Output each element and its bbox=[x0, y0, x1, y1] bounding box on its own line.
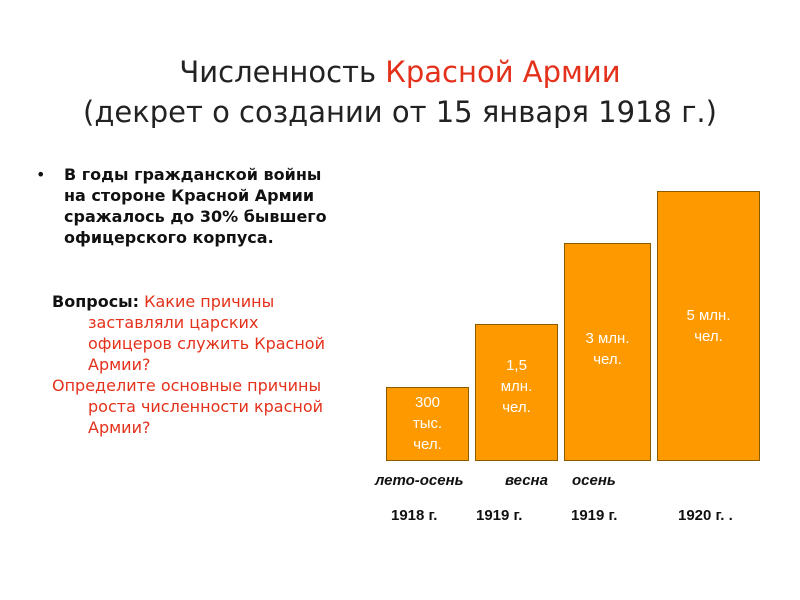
title-line-1: Численность Красной Армии bbox=[20, 52, 780, 92]
title-accent: Красной Армии bbox=[385, 55, 621, 89]
bar-label: млн. bbox=[500, 378, 533, 395]
year-label: 1919 г. bbox=[571, 507, 618, 524]
question-1-line: заставляли царских bbox=[88, 313, 259, 332]
bar-label: тыс. bbox=[412, 415, 443, 432]
questions-label: Вопросы: bbox=[52, 292, 140, 311]
question-2-line: роста численности красной bbox=[88, 397, 324, 416]
bar-label: чел. bbox=[502, 399, 531, 416]
year-label: 1918 г. bbox=[391, 507, 438, 524]
bullet-dot: • bbox=[36, 165, 46, 184]
bar-1919-autumn: 3 млн. чел. bbox=[564, 243, 651, 461]
bullet-line: сражалось до 30% бывшего bbox=[64, 207, 327, 226]
bullet-paragraph: • В годы гражданской войны на стороне Кр… bbox=[36, 164, 398, 248]
bullet-line: на стороне Красной Армии bbox=[64, 186, 315, 205]
season-label: осень bbox=[572, 472, 616, 489]
bar-1918-summer-autumn: 300 тыс. чел. bbox=[386, 387, 469, 461]
title-text: Численность bbox=[179, 55, 386, 89]
question-2-line: Определите основные причины bbox=[52, 376, 322, 395]
bar-1920: 5 млн. чел. bbox=[657, 191, 760, 461]
question-1-line: Вопросы: Какие причины bbox=[52, 291, 392, 312]
question-2-line: Армии? bbox=[88, 418, 151, 437]
year-label: 1920 г. . bbox=[678, 507, 733, 524]
year-label: 1919 г. bbox=[476, 507, 523, 524]
bar-label: чел. bbox=[413, 436, 442, 453]
question-1-text: Какие причины bbox=[139, 292, 275, 311]
bar-1919-spring: 1,5 млн. чел. bbox=[475, 324, 558, 461]
season-label: лето-осень bbox=[375, 472, 464, 489]
question-1-line: офицеров служить Красной bbox=[88, 334, 325, 353]
bullet-line: офицерского корпуса. bbox=[64, 228, 274, 247]
bar-label: 300 bbox=[414, 394, 441, 411]
bar-label: чел. bbox=[694, 328, 723, 345]
title-line-2: (декрет о создании от 15 января 1918 г.) bbox=[83, 95, 717, 129]
season-label: весна bbox=[505, 472, 548, 489]
bar-label: чел. bbox=[593, 351, 622, 368]
bullet-line: В годы гражданской войны bbox=[64, 165, 322, 184]
bar-label: 5 млн. bbox=[686, 307, 731, 324]
question-1-line: Армии? bbox=[88, 355, 151, 374]
bar-label: 3 млн. bbox=[585, 330, 630, 347]
bar-label: 1,5 bbox=[506, 357, 527, 374]
page-title: Численность Красной Армии (декрет о созд… bbox=[20, 52, 780, 132]
questions-block: Вопросы: Какие причины заставляли царски… bbox=[52, 291, 392, 438]
